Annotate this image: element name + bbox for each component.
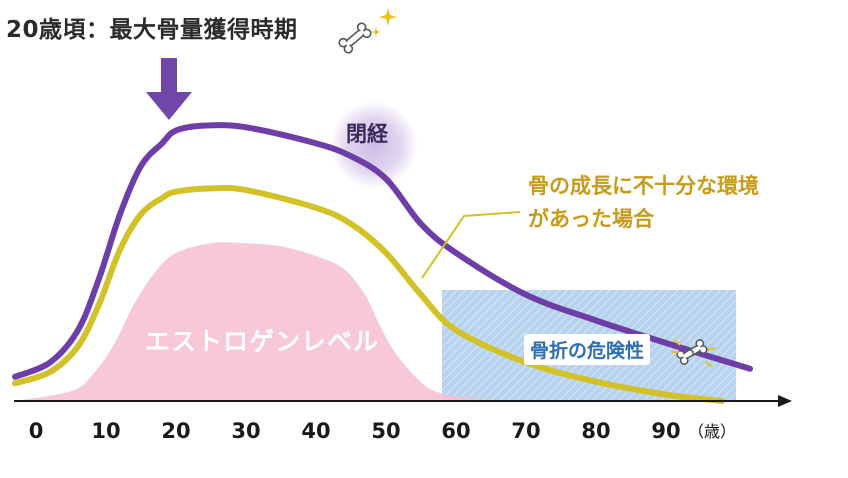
poor-growth-leader-line <box>421 211 521 279</box>
x-tick-label: 70 <box>511 419 540 443</box>
down-arrow-icon <box>146 58 192 120</box>
x-axis-ticks: 0 10 20 30 40 50 60 70 80 90 （歳） <box>29 419 736 443</box>
broken-bone-icon <box>676 339 708 365</box>
peak-bone-mass-label: 20歳頃：最大骨量獲得時期 <box>6 17 298 43</box>
x-tick-label: 60 <box>441 419 470 443</box>
estrogen-level-label: エストロゲンレベル <box>145 327 380 356</box>
x-tick-label: 90 <box>651 419 680 443</box>
poor-growth-label-line2: があった場合 <box>528 207 654 231</box>
fracture-risk-label: 骨折の危険性 <box>524 334 651 365</box>
bone-icon <box>338 22 372 54</box>
x-tick-label: 40 <box>301 419 330 443</box>
x-tick-label: 30 <box>231 419 260 443</box>
normal-bone-line <box>12 122 753 380</box>
estrogen-level-area <box>15 242 512 401</box>
poor-growth-label: 骨の成長に不十分な環境 があった場合 <box>528 170 759 236</box>
x-axis-unit: （歳） <box>688 422 736 441</box>
x-tick-label: 50 <box>371 419 400 443</box>
x-tick-label: 0 <box>29 419 44 443</box>
poor-growth-label-line1: 骨の成長に不十分な環境 <box>528 174 759 198</box>
x-tick-label: 20 <box>161 419 190 443</box>
menopause-glow <box>330 101 418 189</box>
sparkle-icon <box>371 8 397 37</box>
menopause-label: 閉経 <box>346 122 388 146</box>
x-axis-arrowhead <box>778 395 792 407</box>
x-tick-label: 80 <box>581 419 610 443</box>
sparkle-icon <box>672 339 716 368</box>
x-tick-label: 10 <box>91 419 120 443</box>
